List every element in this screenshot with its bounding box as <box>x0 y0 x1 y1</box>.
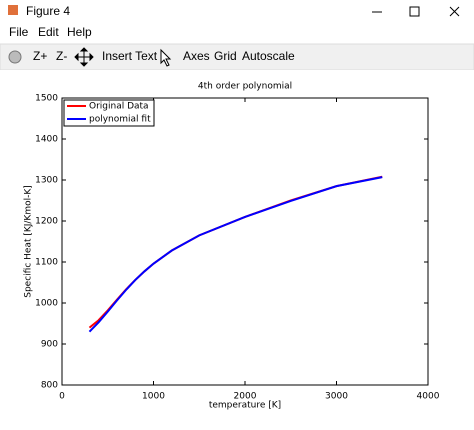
maximize-button[interactable] <box>409 6 420 17</box>
legend-box <box>63 99 155 127</box>
legend-label: Original Data <box>89 102 149 112</box>
toolbar-button[interactable]: Z+ <box>33 49 47 63</box>
x-axis-label: temperature [K] <box>209 401 281 411</box>
legend-label: polynomial fit <box>89 115 151 125</box>
close-button[interactable] <box>449 6 460 17</box>
pan-icon[interactable] <box>74 47 94 67</box>
menu-item[interactable]: File <box>9 25 29 39</box>
title-bar <box>0 0 474 22</box>
toolbar <box>0 43 474 71</box>
data-line <box>88 176 383 333</box>
menu-item[interactable]: Help <box>67 25 92 39</box>
y-tick-label: 1200 <box>35 217 58 227</box>
toolbar-button[interactable]: Z- <box>56 49 67 63</box>
y-tick-label: 1000 <box>35 299 58 309</box>
x-tick-label: 2000 <box>234 392 257 402</box>
x-tick-label: 1000 <box>142 392 165 402</box>
rotate-icon[interactable] <box>8 50 22 64</box>
chart-title: 4th order polynomial <box>198 82 292 92</box>
app-icon <box>8 5 18 15</box>
select-icon[interactable] <box>160 48 172 67</box>
x-tick-label: 3000 <box>325 392 348 402</box>
x-tick-label: 0 <box>59 392 65 402</box>
y-tick-label: 800 <box>41 381 58 391</box>
plot-area <box>61 97 429 386</box>
y-tick-label: 1500 <box>35 94 58 104</box>
x-tick-label: 4000 <box>417 392 440 402</box>
window-title: Figure 4 <box>26 4 70 18</box>
menu-item[interactable]: Edit <box>38 25 59 39</box>
y-tick-label: 1400 <box>35 135 58 145</box>
toolbar-button[interactable]: Insert Text <box>102 49 158 63</box>
toolbar-button[interactable]: Axes <box>183 49 210 63</box>
toolbar-button[interactable]: Autoscale <box>242 49 295 63</box>
menu-bar <box>0 22 474 44</box>
y-tick-label: 1100 <box>35 258 58 268</box>
y-tick-label: 900 <box>41 340 58 350</box>
y-tick-label: 1300 <box>35 176 58 186</box>
toolbar-button[interactable]: Grid <box>214 49 237 63</box>
y-axis-label: Specific Heat [KJ/Kmol-K] <box>24 185 34 298</box>
